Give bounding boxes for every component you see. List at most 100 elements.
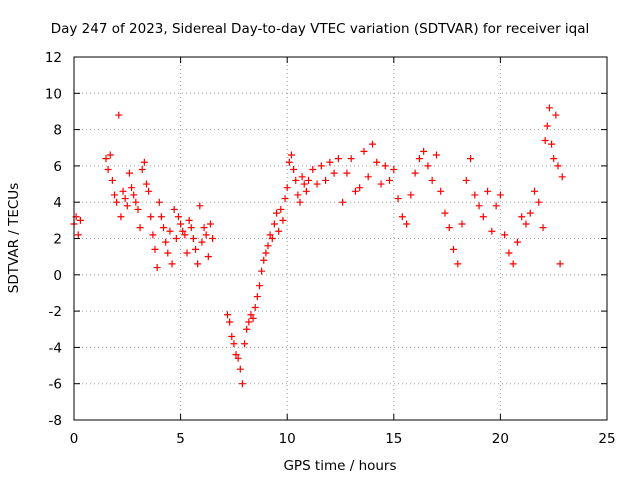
x-axis-ticks: 0 5 10 15 20 25 (70, 57, 616, 447)
data-point (302, 187, 310, 195)
data-point (162, 238, 170, 246)
data-point (364, 173, 372, 181)
data-point (541, 136, 549, 144)
data-point (251, 303, 259, 311)
data-point (74, 231, 82, 239)
data-point (403, 220, 411, 228)
data-point (236, 365, 244, 373)
data-point (420, 147, 428, 155)
y-tick-label: -4 (49, 340, 62, 356)
data-point (458, 220, 466, 228)
y-tick-label: 0 (53, 268, 62, 284)
data-point (526, 209, 534, 217)
data-point (230, 340, 238, 348)
data-point (415, 155, 423, 163)
data-point (241, 340, 249, 348)
data-point (479, 213, 487, 221)
data-point (102, 155, 110, 163)
data-point (360, 147, 368, 155)
x-axis-label: GPS time / hours (283, 458, 396, 474)
data-point (558, 173, 566, 181)
data-point (279, 216, 287, 224)
data-point (305, 176, 313, 184)
data-point (134, 205, 142, 213)
data-point (292, 176, 300, 184)
data-point (149, 231, 157, 239)
data-point (181, 231, 189, 239)
data-point (501, 231, 509, 239)
data-point (234, 354, 242, 362)
data-point (128, 184, 136, 192)
x-tick-label: 15 (385, 431, 402, 447)
data-point (509, 260, 517, 268)
data-point (206, 220, 214, 228)
data-point (424, 162, 432, 170)
data-point (130, 191, 138, 199)
data-point (138, 166, 146, 174)
data-point (445, 224, 453, 232)
data-point (496, 191, 504, 199)
data-point (106, 151, 114, 159)
data-point (255, 282, 263, 290)
data-point (437, 187, 445, 195)
data-point (548, 140, 556, 148)
data-point (245, 318, 253, 326)
data-point (123, 202, 131, 210)
data-point (283, 184, 291, 192)
data-point (535, 198, 543, 206)
data-point (300, 180, 308, 188)
data-points (70, 104, 566, 388)
y-tick-label: -8 (49, 413, 62, 429)
x-tick-label: 25 (598, 431, 615, 447)
data-point (157, 213, 165, 221)
data-point (322, 176, 330, 184)
data-point (247, 311, 255, 319)
data-point (539, 224, 547, 232)
y-tick-label: 10 (45, 86, 62, 102)
data-point (298, 173, 306, 181)
data-point (317, 162, 325, 170)
data-point (550, 155, 558, 163)
data-point (277, 205, 285, 213)
data-point (260, 256, 268, 264)
data-point (200, 224, 208, 232)
data-point (194, 260, 202, 268)
data-point (121, 195, 129, 203)
data-point (142, 180, 150, 188)
data-point (232, 351, 240, 359)
data-point (238, 380, 246, 388)
data-point (347, 155, 355, 163)
data-point (518, 213, 526, 221)
data-point (151, 245, 159, 253)
data-point (339, 198, 347, 206)
data-point (545, 104, 553, 112)
data-point (285, 158, 293, 166)
x-tick-label: 5 (176, 431, 185, 447)
data-point (475, 202, 483, 210)
data-point (484, 187, 492, 195)
data-point (462, 176, 470, 184)
data-point (467, 155, 475, 163)
data-point (373, 158, 381, 166)
data-point (343, 169, 351, 177)
data-point (556, 260, 564, 268)
data-point (168, 260, 176, 268)
data-point (290, 166, 298, 174)
data-point (454, 260, 462, 268)
data-point (488, 227, 496, 235)
y-axis-label: SDTVAR / TECUs (6, 183, 22, 293)
data-point (187, 224, 195, 232)
data-point (224, 311, 232, 319)
data-point (258, 267, 266, 275)
data-point (189, 235, 197, 242)
data-point (108, 176, 116, 184)
data-point (119, 187, 127, 195)
y-tick-label: 2 (53, 232, 62, 248)
data-point (313, 180, 321, 188)
data-point (202, 231, 210, 239)
data-point (253, 293, 261, 301)
data-point (386, 176, 394, 184)
data-point (398, 213, 406, 221)
data-point (266, 231, 274, 239)
data-point (441, 209, 449, 217)
